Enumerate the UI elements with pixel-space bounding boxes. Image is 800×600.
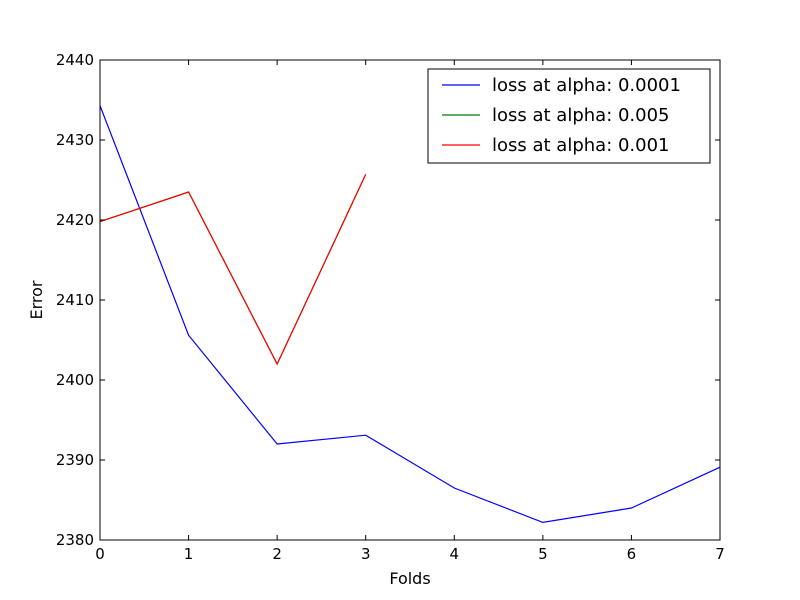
series-line-0	[99, 105, 721, 524]
y-tick-label: 2430	[56, 131, 94, 149]
x-tick-label: 7	[715, 545, 725, 563]
series-line-2	[99, 174, 367, 366]
x-tick-label: 0	[95, 545, 105, 563]
y-tick-label: 2390	[56, 451, 94, 469]
x-axis-label: Folds	[389, 569, 430, 588]
x-tick-label: 1	[184, 545, 194, 563]
legend-label-1: loss at alpha: 0.005	[492, 105, 670, 126]
y-tick-label: 2440	[56, 51, 94, 69]
ticks-layer: 0 1 2 3 4 5 6 7 2380 2390 2400 2410 2420 2430 2440	[56, 51, 725, 563]
legend-label-0: loss at alpha: 0.0001	[492, 75, 681, 96]
x-tick-label: 5	[538, 545, 548, 563]
x-tick-label: 2	[272, 545, 282, 563]
y-axis-label: Error	[27, 280, 46, 319]
y-tick-label: 2410	[56, 291, 94, 309]
y-tick-label: 2400	[56, 371, 94, 389]
x-tick-label: 6	[627, 545, 637, 563]
legend: loss at alpha: 0.0001 loss at alpha: 0.00…	[427, 68, 711, 164]
series-layer	[99, 105, 721, 524]
y-tick-label: 2380	[56, 531, 94, 549]
y-tick-label: 2420	[56, 211, 94, 229]
x-tick-label: 3	[361, 545, 371, 563]
legend-label-2: loss at alpha: 0.001	[492, 135, 670, 156]
x-tick-label: 4	[450, 545, 460, 563]
